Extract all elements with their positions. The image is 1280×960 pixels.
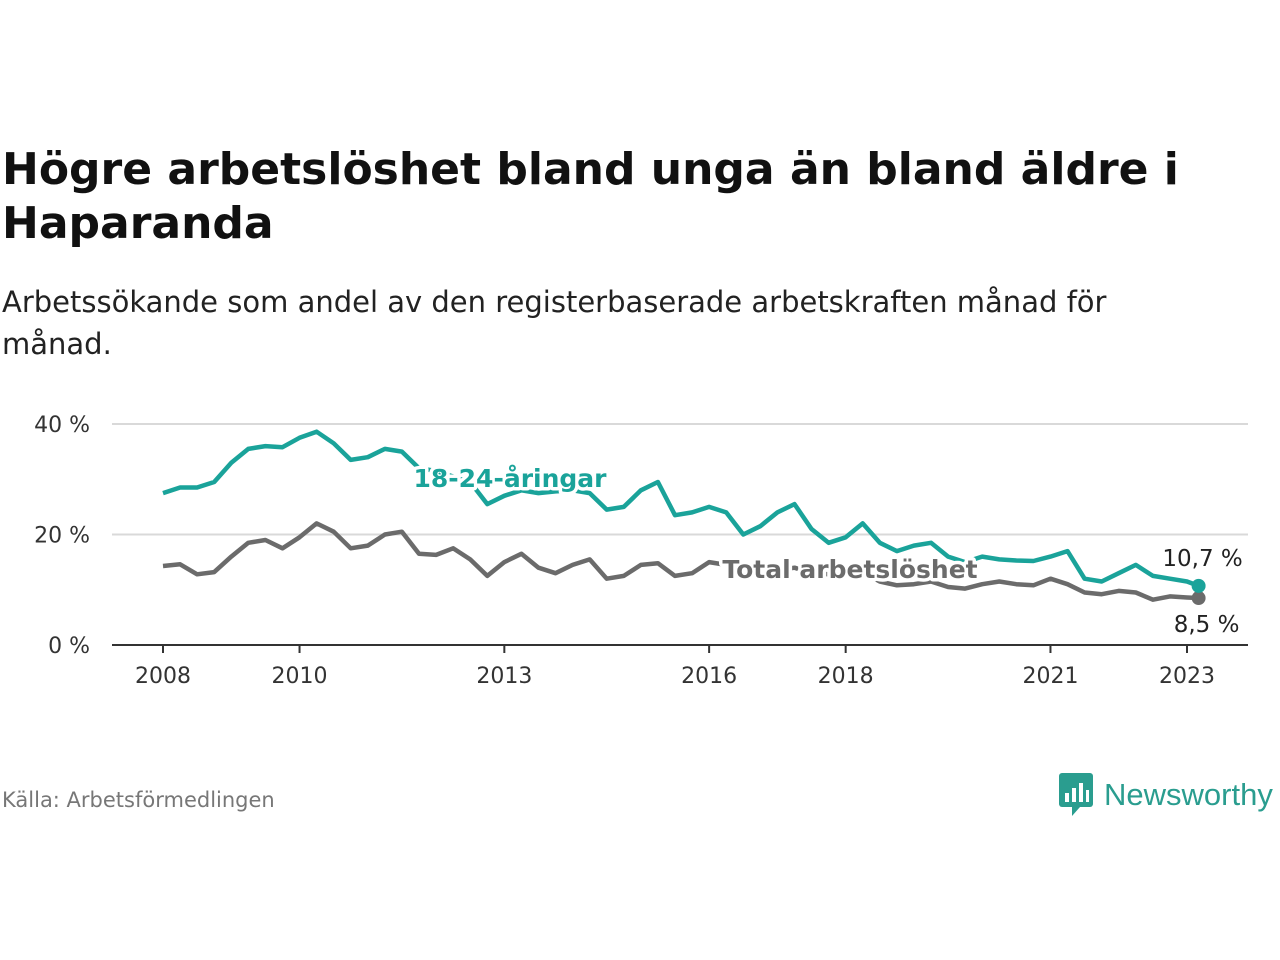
end-point-youth: [1191, 578, 1206, 593]
brand-name: Newsworthy: [1104, 777, 1273, 812]
series-label-total: Total arbetslöshet: [722, 555, 977, 584]
y-tick-label: 0 %: [48, 634, 90, 659]
series-label-youth: 18-24-åringar: [414, 464, 608, 493]
x-tick-label: 2016: [681, 664, 737, 689]
end-label-youth: 10,7 %: [1162, 546, 1242, 572]
x-tick-label: 2010: [272, 664, 328, 689]
x-tick-label: 2013: [476, 664, 532, 689]
x-tick-label: 2018: [818, 664, 874, 689]
x-tick-label: 2008: [135, 664, 191, 689]
newsworthy-brand[interactable]: Newsworthy: [1058, 772, 1273, 818]
source-note: Källa: Arbetsförmedlingen: [2, 788, 275, 812]
x-tick-label: 2023: [1159, 664, 1215, 689]
line-chart: 0 % 20 % 40 % 2008 2010 2013 2016 2018 2021 2023…: [34, 413, 1248, 689]
series-line-total: [162, 521, 1199, 602]
label-layer: 18-24-åringar Total arbetslöshet 10,7 % 8,5…: [410, 461, 1243, 639]
end-point-total: [1191, 591, 1206, 606]
x-axis: 2008 2010 2013 2016 2018 2021 2023: [112, 644, 1248, 689]
newsworthy-logo-icon: [1059, 773, 1093, 816]
x-tick-label: 2021: [1022, 664, 1078, 689]
chart-subtitle: Arbetssökande som andel av den registerb…: [2, 285, 1107, 361]
grid-lines: 0 % 20 % 40 %: [34, 413, 1248, 659]
series-line-youth: [162, 429, 1200, 589]
chart-title: Högre arbetslöshet bland unga än bland ä…: [2, 144, 1179, 249]
y-tick-label: 40 %: [34, 413, 90, 438]
end-label-total: 8,5 %: [1174, 612, 1240, 638]
y-tick-label: 20 %: [34, 524, 90, 549]
series-layer: [162, 429, 1206, 606]
